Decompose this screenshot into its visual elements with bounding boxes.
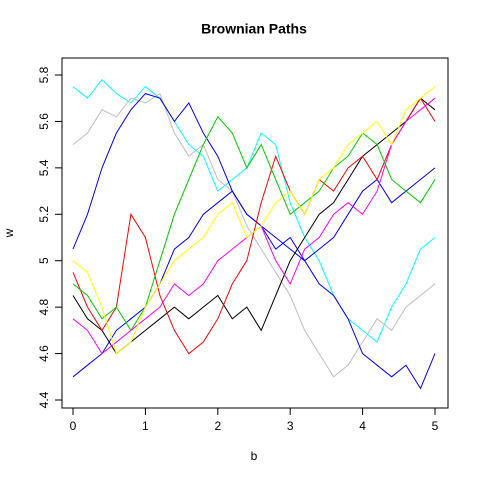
y-tick-label: 5.6	[37, 113, 51, 130]
series-line	[72, 86, 436, 355]
y-tick-label: 5.8	[37, 66, 51, 83]
y-tick-label: 5	[37, 257, 51, 264]
plot-box	[61, 57, 449, 409]
series-line	[72, 78, 436, 343]
x-tick-label: 3	[287, 419, 294, 433]
y-tick-label: 5.2	[37, 206, 51, 223]
series-line	[72, 93, 436, 390]
x-tick-label: 4	[359, 419, 366, 433]
series-line	[72, 97, 436, 355]
x-axis-label: b	[251, 449, 258, 463]
x-tick-label: 2	[214, 419, 221, 433]
x-tick-label: 1	[142, 419, 149, 433]
x-tick-label: 0	[70, 419, 77, 433]
series-line	[72, 97, 436, 355]
y-tick-label: 4.8	[37, 298, 51, 315]
series-line	[72, 92, 436, 378]
series-line	[72, 115, 436, 332]
y-tick-label: 5.4	[37, 159, 51, 176]
y-axis-label: w	[2, 228, 16, 238]
series-line	[72, 167, 436, 378]
series-line	[72, 97, 436, 355]
x-tick-label: 5	[432, 419, 439, 433]
y-tick-label: 4.6	[37, 345, 51, 362]
chart-title: Brownian Paths	[201, 21, 307, 37]
y-tick-label: 4.4	[37, 391, 51, 408]
